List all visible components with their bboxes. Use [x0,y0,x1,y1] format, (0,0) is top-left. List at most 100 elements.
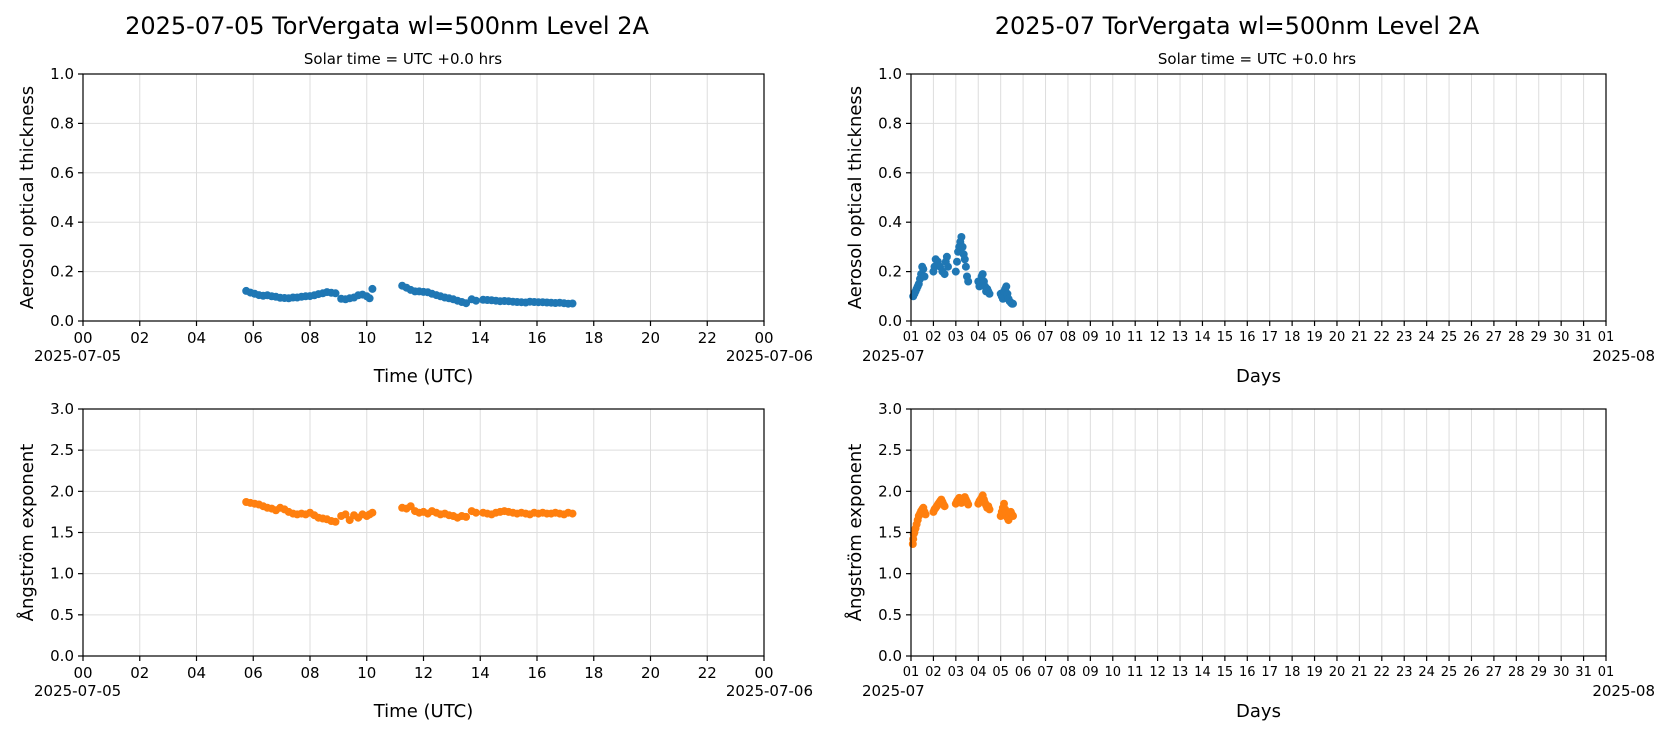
y-tick-label: 0.0 [50,647,74,665]
x-tick-label: 15 [1217,665,1234,680]
x-tick-label: 10 [1105,330,1122,345]
data-point [921,510,930,519]
data-point [331,517,340,526]
x-tick-label: 07 [1037,665,1054,680]
x-tick-label: 18 [1284,665,1301,680]
y-axis-label: Aerosol optical thickness [845,86,866,309]
x-tick-start-date: 2025-07 [862,682,925,700]
x-tick-label: 16 [1239,665,1256,680]
x-tick-label: 06 [244,664,263,682]
scatter-points [909,233,1017,308]
data-point [920,272,929,281]
x-tick-label: 20 [1329,330,1346,345]
x-tick-label: 04 [970,330,987,345]
y-tick-label: 0.6 [50,164,74,182]
x-tick-label: 09 [1082,330,1099,345]
x-tick-label: 20 [641,329,660,347]
x-tick-label: 12 [414,329,433,347]
data-point [1009,512,1017,520]
y-axis-label: Aerosol optical thickness [17,86,38,309]
x-tick-label: 08 [1060,665,1077,680]
x-tick-label: 01 [903,330,920,345]
x-tick-label: 01 [1598,665,1615,680]
x-tick-label: 05 [992,330,1009,345]
data-point [1002,282,1011,291]
x-tick-label: 23 [1396,330,1413,345]
x-tick-label: 13 [1172,330,1189,345]
x-tick-label: 10 [1105,665,1122,680]
x-tick-label: 30 [1553,330,1570,345]
y-tick-label: 1.0 [50,565,74,583]
y-tick-label: 0.6 [878,164,902,182]
y-tick-label: 0.2 [50,263,74,281]
left-column-title: 2025-07-05 TorVergata wl=500nm Level 2A [125,12,649,40]
x-tick-label: 15 [1217,330,1234,345]
x-tick-label: 12 [1149,330,1166,345]
x-tick-label: 18 [584,664,603,682]
x-tick-label: 00 [754,329,773,347]
x-axis-label: Time (UTC) [373,701,474,722]
data-point [1009,299,1017,308]
data-point [985,505,994,514]
x-tick-end-date: 2025-07-06 [726,347,813,365]
x-tick-label: 02 [130,329,149,347]
data-point [951,267,960,276]
x-tick-label: 28 [1508,330,1525,345]
x-tick-label: 20 [641,664,660,682]
x-tick-label: 22 [698,664,717,682]
data-point [940,270,949,279]
data-point [985,289,994,298]
x-tick-label: 13 [1172,665,1189,680]
y-tick-label: 0.0 [50,312,74,330]
data-point [365,294,374,303]
y-tick-label: 2.0 [878,482,902,500]
x-tick-label: 00 [73,664,92,682]
data-point [472,296,480,305]
x-tick-label: 18 [1284,330,1301,345]
x-tick-label: 25 [1441,665,1458,680]
y-axis-label: Ångström exponent [844,444,866,622]
y-tick-label: 0.2 [878,263,902,281]
x-tick-label: 14 [1194,665,1211,680]
x-tick-label: 09 [1082,665,1099,680]
x-tick-label: 17 [1261,330,1278,345]
x-tick-label: 14 [471,664,490,682]
x-tick-label: 28 [1508,665,1525,680]
x-tick-label: 06 [1015,665,1032,680]
x-tick-label: 24 [1418,665,1435,680]
x-tick-label: 27 [1486,665,1503,680]
data-point [953,257,961,266]
data-point [958,242,967,251]
x-tick-label: 29 [1530,665,1547,680]
x-tick-label: 24 [1418,330,1435,345]
x-tick-end-date: 2025-08 [1592,682,1654,700]
x-tick-label: 20 [1329,665,1346,680]
x-tick-label: 17 [1261,665,1278,680]
x-tick-start-date: 2025-07-05 [34,347,121,365]
x-tick-label: 11 [1127,665,1144,680]
data-point [964,277,973,286]
data-point [462,299,471,308]
x-tick-label: 08 [300,329,319,347]
x-tick-label: 01 [1598,330,1615,345]
y-tick-label: 1.0 [878,65,902,83]
data-point [919,265,928,274]
x-tick-label: 16 [527,329,546,347]
x-tick-label: 06 [244,329,263,347]
x-axis-label: Days [1236,701,1281,722]
scatter-points [242,498,577,526]
y-tick-label: 0.8 [50,114,74,132]
x-tick-label: 23 [1396,665,1413,680]
data-point [341,510,350,519]
y-tick-label: 2.5 [50,441,74,459]
right-column-subtitle: Solar time = UTC +0.0 hrs [1158,50,1356,68]
x-tick-label: 04 [187,664,206,682]
x-tick-label: 11 [1127,330,1144,345]
x-tick-label: 08 [300,664,319,682]
x-tick-end-date: 2025-08 [1592,347,1654,365]
y-tick-label: 0.4 [50,213,74,231]
data-point [568,299,577,308]
